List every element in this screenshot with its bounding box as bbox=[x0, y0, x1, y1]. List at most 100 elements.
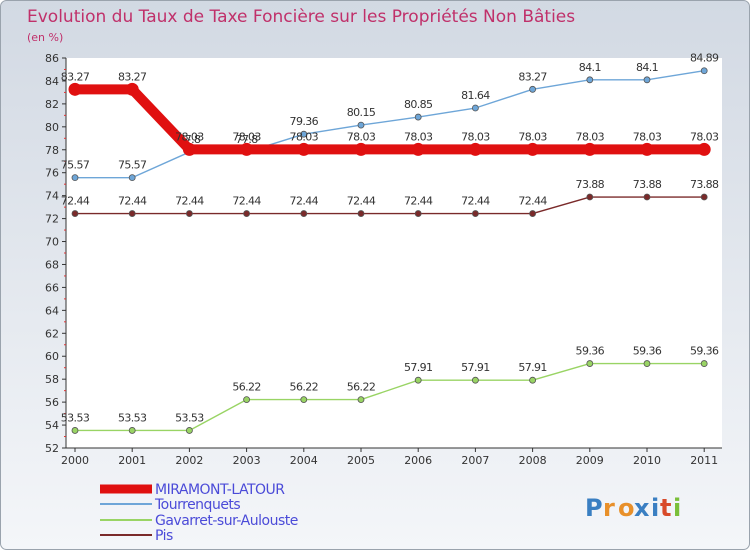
y-tick-label: 52 bbox=[45, 442, 59, 455]
brand-letter: i bbox=[651, 494, 659, 522]
data-label: 75.57 bbox=[61, 159, 90, 172]
y-tick-label: 70 bbox=[45, 236, 59, 249]
data-label: 84.89 bbox=[690, 52, 719, 65]
data-point bbox=[529, 210, 536, 217]
y-tick-label: 72 bbox=[45, 213, 59, 226]
y-tick-label: 82 bbox=[45, 98, 59, 111]
data-label: 72.44 bbox=[347, 195, 376, 208]
x-tick-label: 2000 bbox=[61, 454, 89, 467]
data-label: 78.03 bbox=[576, 130, 605, 143]
chart-title: Evolution du Taux de Taxe Foncière sur l… bbox=[27, 7, 575, 27]
y-tick-label: 76 bbox=[45, 167, 59, 180]
data-point bbox=[411, 142, 425, 156]
data-point bbox=[529, 85, 536, 93]
series-miramont-latour: 83.27 83.27 78.03 78.03 78.03 78.03 78.03 78.03… bbox=[61, 70, 720, 156]
data-label: 72.44 bbox=[461, 195, 490, 208]
data-point bbox=[526, 142, 540, 156]
data-label: 78.03 bbox=[518, 130, 547, 143]
y-tick-label: 66 bbox=[45, 281, 59, 294]
x-tick-label: 2003 bbox=[233, 454, 261, 467]
x-tick-label: 2011 bbox=[690, 454, 718, 467]
data-label: 77.8 bbox=[236, 133, 259, 146]
data-point bbox=[125, 82, 139, 96]
x-tick-label: 2007 bbox=[461, 454, 489, 467]
data-point bbox=[640, 142, 654, 156]
data-label: 73.88 bbox=[576, 178, 605, 191]
brand-letter: P bbox=[585, 494, 603, 522]
data-label: 78.03 bbox=[690, 130, 719, 143]
data-label: 53.53 bbox=[118, 411, 147, 424]
data-label: 72.44 bbox=[118, 195, 147, 208]
y-tick-label: 60 bbox=[45, 350, 59, 363]
data-point bbox=[128, 210, 136, 217]
legend-item: Tourrenquets bbox=[100, 497, 241, 513]
y-tick-label: 62 bbox=[45, 327, 59, 340]
data-point bbox=[700, 67, 708, 75]
legend-label: Gavarret-sur-Aulouste bbox=[155, 513, 298, 529]
data-point bbox=[586, 360, 594, 367]
x-tick-label: 2006 bbox=[404, 454, 432, 467]
data-label: 56.22 bbox=[347, 381, 376, 394]
data-point bbox=[297, 142, 311, 156]
data-label: 83.27 bbox=[518, 70, 547, 83]
data-point bbox=[471, 210, 479, 217]
data-point bbox=[71, 210, 79, 217]
data-label: 78.03 bbox=[175, 130, 204, 143]
series-gavarret-sur-aulouste: 53.53 53.53 53.53 56.22 56.22 56.22 57.91 57.91… bbox=[61, 345, 720, 434]
data-point bbox=[243, 396, 251, 403]
y-tick-label: 86 bbox=[45, 52, 59, 65]
data-point bbox=[357, 121, 365, 129]
brand-letter: t bbox=[660, 494, 671, 522]
data-point bbox=[185, 427, 193, 434]
x-tick-label: 2010 bbox=[633, 454, 661, 467]
data-label: 57.91 bbox=[404, 361, 433, 374]
data-point bbox=[300, 130, 308, 138]
data-label: 56.22 bbox=[232, 381, 261, 394]
y-tick-label: 64 bbox=[45, 304, 59, 317]
x-tick-label: 2001 bbox=[118, 454, 146, 467]
data-point bbox=[414, 376, 422, 384]
data-point bbox=[700, 360, 708, 367]
data-point bbox=[71, 174, 79, 182]
y-tick-label: 80 bbox=[45, 121, 59, 134]
y-tick-label: 84 bbox=[45, 75, 59, 88]
legend-label: Tourrenquets bbox=[154, 497, 240, 513]
data-label: 78.03 bbox=[461, 130, 490, 143]
data-point bbox=[643, 360, 651, 367]
brand-letter: x bbox=[634, 494, 650, 522]
brand-letter: o bbox=[618, 494, 635, 522]
y-tick-label: 54 bbox=[45, 419, 59, 432]
x-tick-label: 2005 bbox=[347, 454, 375, 467]
data-label: 72.44 bbox=[290, 195, 319, 208]
legend-label: Pis bbox=[155, 528, 173, 544]
data-label: 78.03 bbox=[633, 130, 662, 143]
plot-area bbox=[66, 58, 722, 448]
data-point bbox=[414, 210, 422, 217]
data-label: 53.53 bbox=[175, 411, 204, 424]
legend-item: Pis bbox=[100, 528, 174, 544]
chart-subtitle: (en %) bbox=[27, 31, 63, 44]
series-line bbox=[75, 84, 705, 155]
y-tick-label: 58 bbox=[45, 373, 59, 386]
series-line bbox=[75, 362, 705, 432]
data-label: 84.1 bbox=[579, 61, 601, 74]
data-label: 75.57 bbox=[118, 159, 147, 172]
data-point bbox=[643, 76, 651, 84]
data-point bbox=[68, 82, 82, 96]
data-label: 79.36 bbox=[290, 115, 319, 128]
data-point bbox=[300, 396, 308, 403]
data-label: 78.03 bbox=[232, 130, 261, 143]
data-label: 57.91 bbox=[518, 361, 547, 374]
data-label: 80.15 bbox=[347, 106, 376, 119]
data-label: 72.44 bbox=[61, 195, 90, 208]
y-axis: 52 54 56 58 60 62 64 66 68 70 72 74 76 78 80 82 84 86 bbox=[45, 52, 67, 455]
x-tick-label: 2004 bbox=[290, 454, 318, 467]
data-point bbox=[128, 427, 136, 434]
legend-item: MIRAMONT-LATOUR bbox=[100, 482, 286, 498]
series-group: 72.44 72.44 72.44 72.44 72.44 72.44 72.44 72.44… bbox=[61, 52, 720, 434]
data-label: 59.36 bbox=[576, 345, 605, 358]
data-point bbox=[586, 76, 594, 84]
data-label: 72.44 bbox=[404, 195, 433, 208]
legend: MIRAMONT-LATOURTourrenquetsGavarret-sur-… bbox=[100, 482, 298, 544]
